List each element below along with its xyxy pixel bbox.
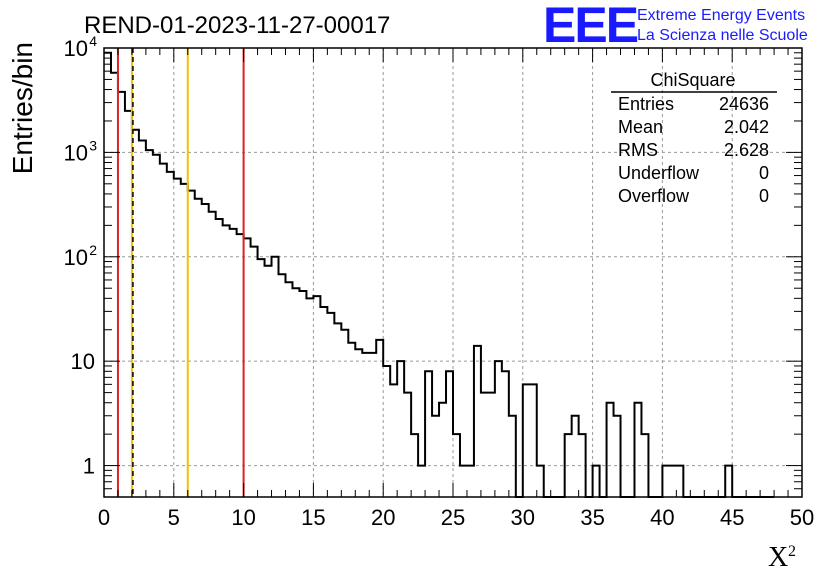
x-tick-label: 35: [580, 505, 604, 530]
x-tick-label: 20: [371, 505, 395, 530]
cut-lines: [116, 48, 245, 497]
y-tick-label: 10: [64, 140, 88, 165]
histogram-outline: [104, 51, 775, 498]
stats-rows: Entries 24636 Mean 2.042 RMS 2.628 Underflow 0 O…: [618, 94, 769, 206]
x-tick-label: 50: [790, 505, 814, 530]
stats-value-mean: 2.042: [724, 117, 769, 137]
y-tick-label-exponent: 2: [89, 242, 97, 258]
x-axis-ticks: 0 5 10 15 20 25 30 35 40 45 50: [98, 48, 814, 530]
y-axis-label: Entries/bin: [7, 42, 38, 174]
stats-title: ChiSquare: [650, 70, 735, 90]
stats-label-rms: RMS: [618, 140, 658, 160]
stats-box: ChiSquare Entries 24636 Mean 2.042 RMS 2.628 U…: [611, 70, 777, 206]
x-tick-label: 25: [441, 505, 465, 530]
eee-logo-text: EEE: [543, 0, 638, 53]
stats-value-underflow: 0: [759, 163, 769, 183]
eee-logo-line1: Extreme Energy Events: [637, 7, 805, 24]
y-tick-label: 10: [71, 349, 95, 374]
stats-value-rms: 2.628: [724, 140, 769, 160]
eee-logo-line2: La Scienza nelle Scuole: [637, 27, 808, 44]
y-tick-label: 1: [83, 454, 95, 479]
stats-value-entries: 24636: [719, 94, 769, 114]
stats-label-overflow: Overflow: [618, 186, 690, 206]
x-tick-label: 0: [98, 505, 110, 530]
histogram-bars: [104, 51, 775, 498]
x-tick-label: 30: [511, 505, 535, 530]
stats-label-underflow: Underflow: [618, 163, 700, 183]
x-tick-label: 45: [720, 505, 744, 530]
x-tick-label: 40: [650, 505, 674, 530]
y-tick-label-exponent: 3: [89, 137, 97, 153]
x-axis-label: X 2: [768, 542, 796, 572]
stats-value-overflow: 0: [759, 186, 769, 206]
x-tick-label: 10: [231, 505, 255, 530]
y-tick-label-exponent: 4: [89, 33, 97, 49]
stats-label-entries: Entries: [618, 94, 674, 114]
eee-logo: EEE Extreme Energy Events La Scienza nel…: [543, 0, 808, 53]
x-axis-label-base: X: [768, 542, 788, 572]
x-tick-label: 15: [301, 505, 325, 530]
y-tick-label: 10: [64, 245, 88, 270]
stats-label-mean: Mean: [618, 117, 663, 137]
y-tick-label: 10: [64, 36, 88, 61]
chart-title: REND-01-2023-11-27-00017: [84, 12, 390, 39]
x-axis-label-superscript: 2: [788, 543, 796, 560]
x-tick-label: 5: [168, 505, 180, 530]
